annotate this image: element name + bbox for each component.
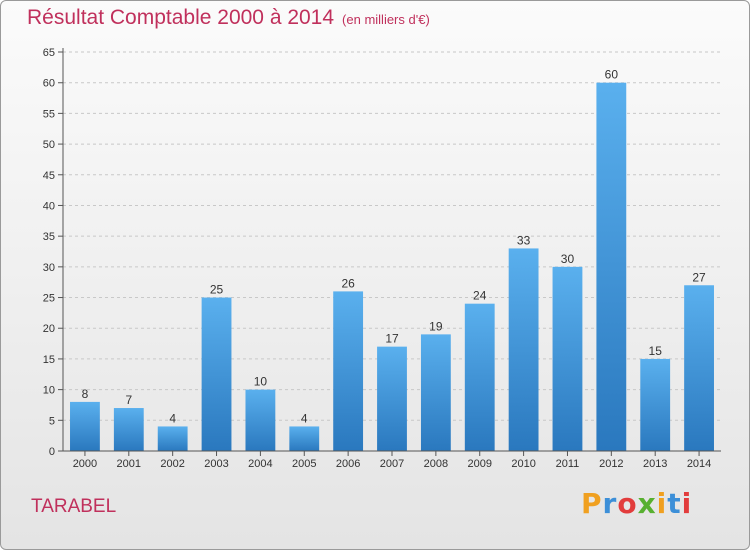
y-tick-label: 65 <box>43 47 55 59</box>
x-tick-label-2008: 2008 <box>424 458 448 470</box>
y-tick-label: 5 <box>49 415 55 427</box>
value-label-2007: 17 <box>385 332 399 346</box>
x-tick-label-2012: 2012 <box>599 458 623 470</box>
x-tick-label-2004: 2004 <box>248 458 272 470</box>
logo-letter: i <box>656 487 668 520</box>
bar-2012 <box>596 82 627 451</box>
bar-2014 <box>684 285 714 451</box>
value-label-2013: 15 <box>649 344 663 358</box>
x-tick-label-2011: 2011 <box>556 458 580 470</box>
title-text: Résultat Comptable 2000 à 2014 <box>27 6 335 29</box>
axis-layer: 0 5 10 15 20 25 30 35 40 45 50 55 60 65 2000 2001 2002 20… <box>43 47 721 470</box>
value-label-2008: 19 <box>429 319 443 333</box>
logo-letter: P <box>581 487 603 520</box>
bar-2007 <box>377 346 407 451</box>
bar-2008 <box>420 334 451 451</box>
bar-layer: 8 7 4 25 10 4 26 17 19 24 33 30 60 15 27 <box>70 68 714 451</box>
x-tick-label-2014: 2014 <box>687 458 711 470</box>
value-label-2003: 25 <box>210 283 224 297</box>
bar-2009 <box>464 303 495 451</box>
x-tick-label-2005: 2005 <box>292 458 316 470</box>
value-label-2000: 8 <box>82 387 89 401</box>
y-tick-label: 25 <box>43 293 55 305</box>
x-tick-label-2001: 2001 <box>117 458 141 470</box>
bar-2005 <box>289 426 320 451</box>
y-tick-label: 0 <box>49 446 55 458</box>
value-label-2005: 4 <box>301 411 308 425</box>
logo-letter: o <box>617 487 638 520</box>
bar-2003 <box>201 297 232 451</box>
bar-2006 <box>333 291 364 451</box>
bar-2001 <box>113 408 144 451</box>
subtitle-text: (en milliers d'€) <box>342 12 430 27</box>
bar-2002 <box>157 426 188 451</box>
value-label-2002: 4 <box>169 411 176 425</box>
value-label-2009: 24 <box>473 289 487 303</box>
logo-letter: i <box>681 487 693 520</box>
y-tick-label: 35 <box>43 231 55 243</box>
bar-2011 <box>552 266 583 451</box>
x-tick-label-2003: 2003 <box>204 458 228 470</box>
y-tick-label: 55 <box>43 108 55 120</box>
logo-letter: t <box>667 487 682 520</box>
x-tick-label-2000: 2000 <box>73 458 97 470</box>
value-label-2004: 10 <box>254 375 268 389</box>
commune-name: TARABEL <box>31 496 117 517</box>
bar-2000 <box>70 401 100 451</box>
proxiti-logo: Proxiti <box>581 487 692 520</box>
logo-letter: x <box>637 487 657 520</box>
value-label-2010: 33 <box>517 233 531 247</box>
x-tick-label-2006: 2006 <box>336 458 360 470</box>
bar-2004 <box>245 389 276 451</box>
y-tick-label: 60 <box>43 78 55 90</box>
y-tick-label: 50 <box>43 139 55 151</box>
bar-2010 <box>508 248 539 451</box>
x-tick-label-2010: 2010 <box>511 458 535 470</box>
x-tick-label-2013: 2013 <box>643 458 667 470</box>
x-tick-label-2002: 2002 <box>160 458 184 470</box>
value-label-2006: 26 <box>341 276 355 290</box>
logo-letter: r <box>602 487 618 520</box>
value-label-2014: 27 <box>692 270 706 284</box>
y-tick-label: 20 <box>43 323 55 335</box>
chart-title: Résultat Comptable 2000 à 2014 (en millie… <box>27 6 430 30</box>
y-tick-label: 15 <box>43 354 55 366</box>
y-tick-label: 45 <box>43 170 55 182</box>
x-tick-label-2009: 2009 <box>467 458 491 470</box>
y-tick-label: 40 <box>43 200 55 212</box>
value-label-2011: 30 <box>561 252 575 266</box>
value-label-2001: 7 <box>125 393 132 407</box>
x-tick-label-2007: 2007 <box>380 458 404 470</box>
bar-2013 <box>640 358 671 451</box>
y-tick-label: 30 <box>43 262 55 274</box>
y-tick-label: 10 <box>43 385 55 397</box>
value-label-2012: 60 <box>605 68 619 82</box>
